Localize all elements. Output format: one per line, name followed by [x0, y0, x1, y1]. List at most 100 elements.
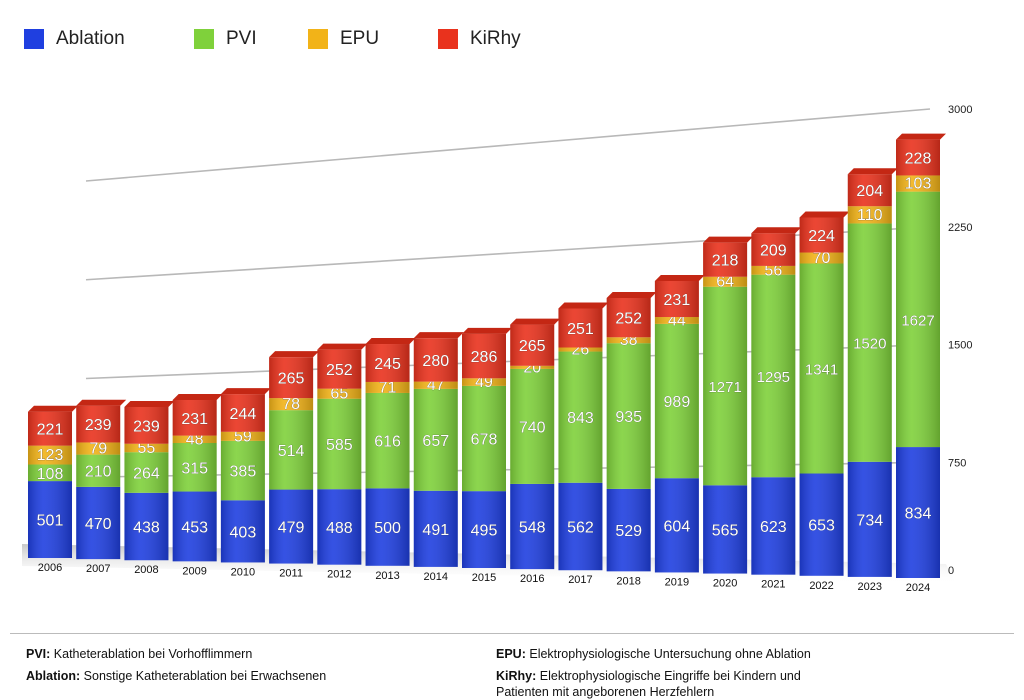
bar-shading — [799, 473, 844, 576]
bar-top-cap — [365, 338, 416, 345]
data-label-ablation: 438 — [133, 520, 160, 537]
data-label-pvi: 264 — [133, 466, 160, 483]
bar-shading — [703, 276, 748, 287]
legend-item-ablation: Ablation — [24, 28, 125, 50]
legend-item-kirhy: KiRhy — [438, 28, 521, 50]
data-label-ablation: 403 — [230, 524, 257, 541]
data-label-kirhy: 239 — [85, 417, 112, 434]
bar-shading — [654, 280, 699, 318]
x-tick-label: 2010 — [231, 566, 255, 578]
bar-shading — [654, 478, 699, 573]
x-tick-label: 2014 — [424, 571, 448, 583]
bar-shading — [751, 265, 796, 275]
data-label-kirhy: 286 — [471, 349, 498, 366]
bar-shading — [269, 398, 314, 411]
x-tick-label: 2020 — [713, 578, 737, 590]
data-label-epu: 64 — [716, 274, 734, 291]
x-tick-label: 2009 — [182, 565, 206, 577]
note-kirhy-text: Elektrophysiologische Eingriffe bei Kind… — [496, 669, 801, 699]
y-tick-label: 750 — [948, 457, 966, 469]
bar-top-cap — [124, 400, 175, 407]
bar-shading — [654, 317, 699, 324]
data-label-pvi: 1271 — [708, 379, 741, 396]
bar-shading — [751, 274, 796, 478]
bar-top-cap — [510, 318, 561, 325]
data-label-kirhy: 244 — [230, 406, 257, 423]
bar-stack-2013: 500 616 71 245 — [365, 338, 416, 566]
bar-shading — [269, 410, 314, 490]
bar-top-cap — [172, 394, 223, 401]
bar-shading — [510, 483, 555, 570]
legend-swatch-epu — [308, 29, 328, 49]
bar-shading — [751, 477, 796, 575]
data-label-epu: 55 — [138, 440, 156, 457]
bar-shading — [558, 308, 603, 348]
data-label-epu: 110 — [857, 207, 883, 224]
data-label-pvi: 210 — [85, 464, 112, 481]
data-label-ablation: 548 — [519, 520, 546, 537]
bar-shading — [510, 324, 555, 366]
data-label-ablation: 488 — [326, 520, 353, 537]
legend-label-epu: EPU — [340, 28, 380, 49]
bar-top-cap — [317, 343, 368, 350]
bar-shading — [365, 392, 410, 489]
bar-shading — [896, 175, 940, 192]
bar-shading — [606, 337, 651, 344]
bar-shading — [317, 388, 362, 399]
bar-shading — [462, 385, 506, 492]
bar-stack-2022: 653 1341 70 224 — [799, 211, 850, 576]
data-label-kirhy: 265 — [278, 371, 305, 388]
note-epu-term: EPU: — [496, 647, 526, 661]
data-label-kirhy: 239 — [133, 418, 160, 435]
x-tick-label: 2018 — [616, 575, 640, 587]
data-label-epu: 59 — [234, 428, 252, 445]
data-label-ablation: 734 — [856, 512, 883, 529]
note-epu-text: Elektrophysiologische Untersuchung ohne … — [529, 647, 811, 661]
bar-stack-2008: 438 264 55 239 — [124, 400, 175, 561]
footer-divider — [10, 633, 1014, 634]
bar-shading — [799, 263, 844, 474]
bar-stack-2010: 403 385 59 244 — [220, 388, 271, 563]
data-label-ablation: 565 — [712, 522, 739, 539]
bar-shading — [847, 206, 892, 224]
data-label-kirhy: 209 — [760, 243, 787, 260]
data-label-kirhy: 218 — [712, 253, 739, 270]
data-label-kirhy: 245 — [374, 356, 401, 373]
bar-shading — [124, 492, 169, 561]
data-label-pvi: 616 — [374, 434, 401, 451]
bar-top-cap — [896, 133, 946, 140]
data-label-epu: 123 — [37, 447, 64, 464]
x-tick-label: 2023 — [858, 581, 882, 593]
data-label-kirhy: 204 — [856, 183, 883, 200]
data-label-ablation: 453 — [181, 519, 208, 536]
bar-stack-2023: 734 1520 110 204 — [847, 168, 898, 577]
data-label-ablation: 500 — [374, 520, 401, 537]
note-ablation-term: Ablation: — [26, 669, 81, 683]
data-label-pvi: 678 — [471, 432, 498, 449]
data-label-epu: 70 — [813, 250, 831, 267]
bar-shading — [558, 347, 603, 352]
data-label-kirhy: 265 — [519, 338, 546, 355]
y-tick-label: 0 — [948, 565, 954, 577]
data-label-pvi: 1341 — [805, 362, 838, 379]
bar-shading — [172, 491, 217, 562]
data-label-epu: 78 — [282, 396, 300, 413]
bar-top-cap — [558, 302, 609, 309]
bar-shading — [896, 191, 940, 448]
data-label-kirhy: 231 — [181, 411, 208, 428]
bar-shading — [847, 461, 892, 577]
bar-shading — [558, 351, 603, 483]
data-label-ablation: 529 — [615, 523, 642, 540]
bar-stack-2007: 470 210 79 239 — [76, 399, 127, 560]
bar-shading — [76, 405, 121, 443]
bar-top-cap — [462, 327, 512, 334]
legend-label-ablation: Ablation — [56, 28, 125, 49]
bar-stack-2006: 501 108 123 221 — [28, 405, 78, 558]
x-tick-label: 2022 — [809, 580, 833, 592]
bar-top-cap — [703, 236, 754, 243]
bar-shading — [654, 323, 699, 479]
bar-shading — [510, 368, 555, 484]
